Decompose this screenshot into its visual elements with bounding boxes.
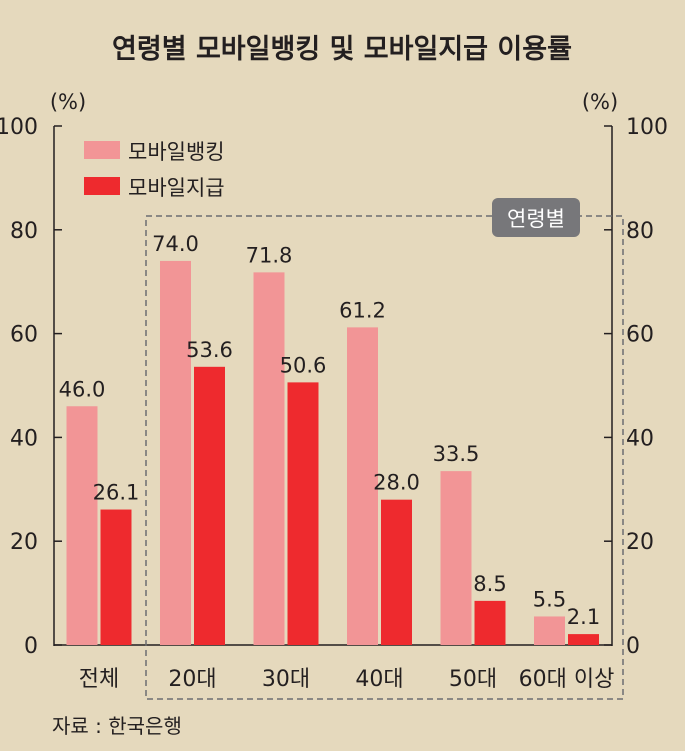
x-axis-labels: 전체 20대 30대 40대 50대 60대 이상 [79,667,615,692]
bar-mobile-banking [66,406,98,645]
x-tick-label: 30대 [262,667,310,692]
legend: 모바일뱅킹 모바일지급 [84,140,225,200]
bar-mobile-payment [287,382,319,645]
legend-label-mobile-payment: 모바일지급 [128,176,225,200]
value-label-mobile-payment: 2.1 [567,605,600,629]
right-tick-label: 60 [626,323,654,348]
legend-swatch-mobile-banking [84,141,120,159]
x-tick-label: 20대 [168,667,216,692]
age-group-badge-label: 연령별 [507,207,565,231]
left-tick-label: 80 [10,219,38,244]
value-label-mobile-banking: 61.2 [339,298,386,322]
bar-mobile-banking [347,327,378,645]
source-note: 자료 : 한국은행 [52,714,182,738]
bar-mobile-payment [381,499,412,645]
age-group-badge [492,198,580,237]
bar-mobile-payment [100,509,132,645]
x-tick-label: 60대 이상 [519,667,615,692]
x-tick-label: 40대 [355,667,403,692]
value-label-mobile-payment: 26.1 [93,481,140,505]
left-tick-label: 40 [10,426,38,451]
left-tick-label: 60 [10,323,38,348]
right-tick-label: 80 [626,219,654,244]
value-label-mobile-payment: 50.6 [280,353,327,377]
right-axis-ticks: 0 20 40 60 80 100 [604,115,668,659]
value-labels: 46.0 26.1 74.0 53.6 71.8 50.6 61.2 28.0 33.5 8.5 5… [59,232,601,629]
left-axis-ticks: 0 20 40 60 80 100 [0,115,62,659]
legend-label-mobile-banking: 모바일뱅킹 [128,140,225,164]
value-label-mobile-payment: 53.6 [186,338,233,362]
left-tick-label: 0 [24,634,38,659]
value-label-mobile-payment: 8.5 [473,572,506,596]
left-tick-label: 100 [0,115,38,140]
value-label-mobile-banking: 33.5 [433,442,480,466]
right-tick-label: 100 [626,115,668,140]
value-label-mobile-payment: 28.0 [373,471,420,495]
right-tick-label: 40 [626,426,654,451]
bar-mobile-payment [474,600,506,645]
left-tick-label: 20 [10,530,38,555]
value-label-mobile-banking: 71.8 [246,243,293,267]
right-axis-unit: (%) [582,90,618,114]
bar-mobile-payment [568,634,599,645]
value-label-mobile-banking: 74.0 [152,232,199,256]
bar-mobile-banking [160,260,191,645]
left-axis-unit: (%) [50,90,86,114]
bar-mobile-banking [534,616,565,645]
legend-swatch-mobile-payment [84,177,120,195]
bar-mobile-banking [253,272,285,645]
bars [66,260,599,645]
bar-mobile-payment [194,366,225,645]
bar-mobile-banking [440,471,472,645]
value-label-mobile-banking: 46.0 [59,377,106,401]
x-tick-label: 전체 [79,667,119,692]
chart-title: 연령별 모바일뱅킹 및 모바일지급 이용률 [112,34,572,65]
right-tick-label: 20 [626,530,654,555]
right-tick-label: 0 [626,634,640,659]
x-tick-label: 50대 [449,667,497,692]
value-label-mobile-banking: 5.5 [533,587,566,611]
